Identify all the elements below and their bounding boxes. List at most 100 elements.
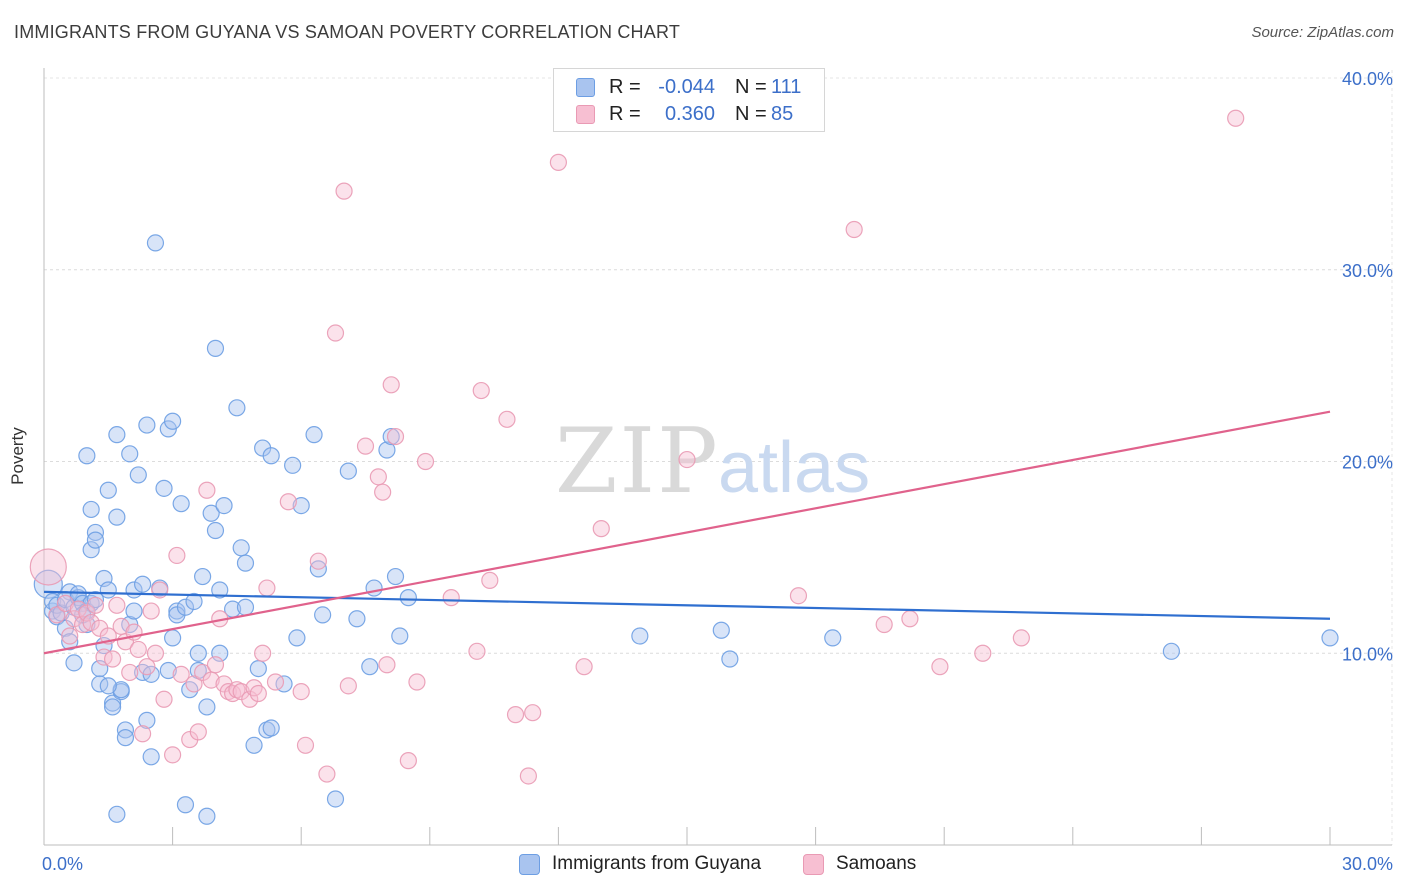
axes — [43, 68, 1392, 846]
point-samoans-50 — [296, 736, 315, 754]
point-samoans-75 — [592, 520, 610, 538]
point-guyana-85 — [292, 497, 310, 515]
point-guyana-8 — [61, 633, 79, 651]
chart-title: IMMIGRANTS FROM GUYANA VS SAMOAN POVERTY… — [14, 22, 681, 42]
point-guyana-64 — [198, 698, 216, 716]
legend-n-label: N = — [735, 102, 767, 125]
point-samoans-78 — [845, 220, 863, 239]
point-guyana-75 — [236, 598, 255, 616]
point-guyana-102 — [1162, 642, 1180, 660]
point-guyana-29 — [103, 694, 122, 712]
legend-r-value: -0.044 — [658, 75, 715, 98]
point-samoans-14 — [108, 596, 126, 614]
point-samoans-24 — [151, 581, 169, 599]
point-guyana-83 — [284, 456, 302, 474]
point-samoans-65 — [442, 589, 460, 607]
point-guyana-62 — [194, 567, 212, 586]
point-guyana-103 — [1321, 629, 1339, 647]
point-samoans-83 — [1012, 629, 1030, 647]
point-samoans-66 — [468, 642, 486, 660]
point-guyana-28 — [99, 481, 117, 499]
point-guyana-19 — [82, 500, 100, 519]
point-samoans-68 — [481, 571, 499, 589]
point-samoans-28 — [172, 665, 190, 683]
point-samoans-55 — [339, 677, 357, 695]
point-samoans-1 — [48, 606, 66, 624]
point-samoans-47 — [266, 673, 285, 691]
point-samoans-57 — [369, 468, 387, 486]
point-guyana-58 — [176, 796, 195, 814]
point-guyana-20 — [82, 541, 100, 559]
point-guyana-34 — [112, 681, 130, 699]
point-samoans-23 — [146, 644, 165, 662]
trend-line-samoans — [43, 410, 1331, 655]
point-samoans-0 — [29, 548, 67, 586]
bottom-legend-swatch-samoans — [803, 853, 824, 875]
point-guyana-106 — [99, 677, 117, 695]
point-guyana-54 — [168, 602, 186, 620]
legend-swatch-samoans — [576, 104, 595, 124]
point-samoans-51 — [309, 552, 327, 570]
y-tick-label-1: 20.0% — [1342, 453, 1393, 473]
point-samoans-22 — [142, 602, 160, 620]
point-samoans-25 — [155, 690, 173, 708]
point-guyana-57 — [176, 598, 195, 616]
point-guyana-40 — [129, 466, 147, 484]
point-samoans-53 — [326, 324, 345, 342]
point-guyana-31 — [108, 508, 126, 526]
point-guyana-61 — [189, 644, 207, 662]
point-guyana-30 — [103, 698, 122, 716]
point-guyana-98 — [631, 627, 649, 645]
point-guyana-52 — [164, 412, 182, 430]
point-guyana-63 — [198, 807, 216, 825]
point-guyana-70 — [215, 497, 233, 515]
point-samoans-45 — [254, 644, 272, 662]
point-guyana-49 — [155, 479, 173, 497]
point-samoans-35 — [206, 656, 225, 674]
watermark-atlas: atlas — [718, 428, 870, 508]
point-guyana-91 — [361, 658, 379, 676]
source-label: Source: ZipAtlas.com — [1251, 24, 1394, 41]
point-guyana-53 — [164, 629, 182, 647]
point-guyana-41 — [133, 575, 152, 593]
bottom-legend-samoans: Samoans — [803, 852, 916, 876]
point-guyana-88 — [326, 790, 345, 808]
bottom-legend-label-samoans: Samoans — [836, 853, 917, 874]
point-samoans-20 — [133, 725, 152, 743]
point-guyana-95 — [386, 567, 405, 586]
point-samoans-21 — [138, 658, 156, 676]
point-samoans-81 — [931, 658, 949, 676]
legend-row-samoans: R = 0.360 N = 85 — [576, 101, 793, 127]
point-samoans-49 — [292, 682, 310, 701]
watermark-zip: ZIP — [555, 409, 720, 514]
legend-n-value: 111 — [771, 75, 802, 98]
point-samoans-77 — [789, 587, 808, 605]
point-guyana-109 — [86, 590, 105, 609]
point-guyana-22 — [86, 531, 105, 549]
point-guyana-92 — [365, 579, 383, 597]
point-samoans-76 — [678, 450, 696, 469]
point-samoans-19 — [129, 640, 147, 659]
point-samoans-72 — [519, 767, 537, 785]
x-tick-label-0: 0.0% — [42, 854, 83, 874]
point-guyana-17 — [65, 654, 83, 672]
point-samoans-30 — [185, 675, 203, 693]
point-guyana-43 — [138, 416, 156, 434]
point-guyana-100 — [721, 650, 739, 668]
point-guyana-45 — [142, 748, 160, 766]
legend-n-label: N = — [735, 75, 767, 98]
stats-legend: R = -0.044 N = 111 R = 0.360 N = 85 — [553, 68, 825, 132]
point-samoans-82 — [974, 644, 992, 662]
point-guyana-99 — [712, 621, 730, 639]
point-samoans-62 — [399, 752, 417, 770]
point-guyana-68 — [211, 581, 229, 599]
point-guyana-74 — [236, 554, 255, 572]
point-samoans-3 — [61, 627, 79, 645]
point-guyana-51 — [159, 661, 177, 680]
y-tick-label-2: 30.0% — [1342, 261, 1393, 281]
point-guyana-66 — [206, 521, 225, 540]
point-guyana-110 — [314, 606, 332, 624]
y-tick-label-3: 40.0% — [1342, 69, 1393, 89]
point-samoans-80 — [901, 610, 919, 628]
